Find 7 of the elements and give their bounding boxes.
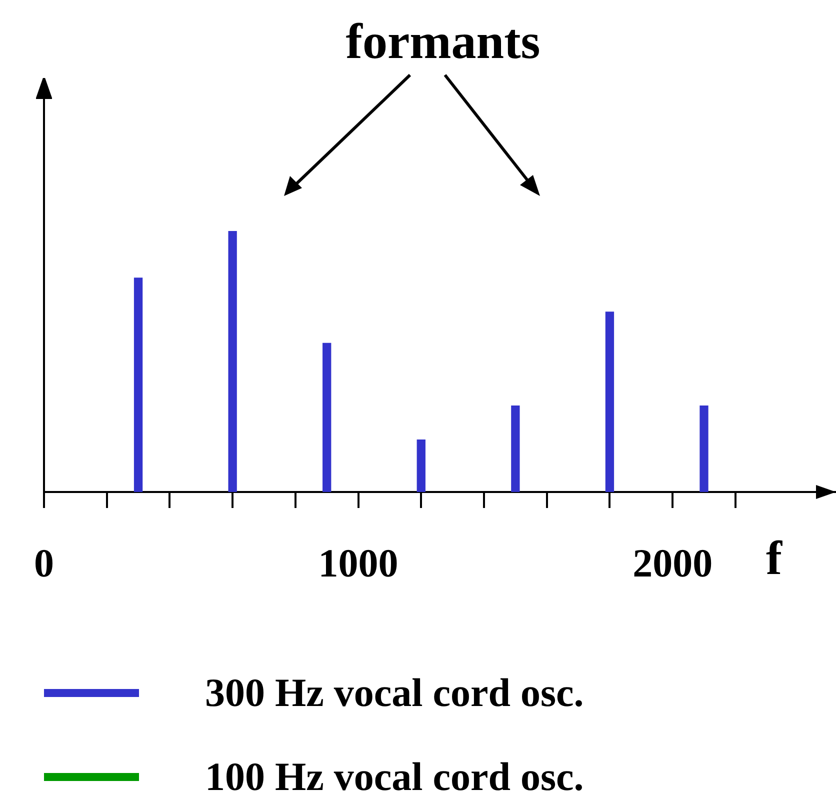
x-tick-label: 0 xyxy=(34,540,54,586)
x-tick-label: 1000 xyxy=(318,540,398,586)
x-tick-label: 2000 xyxy=(632,540,713,586)
x-axis-title: f xyxy=(766,532,784,585)
legend-label: 100 Hz vocal cord osc. xyxy=(205,753,584,801)
text: formants xyxy=(346,13,540,69)
legend-label: 300 Hz vocal cord osc. xyxy=(205,669,584,717)
